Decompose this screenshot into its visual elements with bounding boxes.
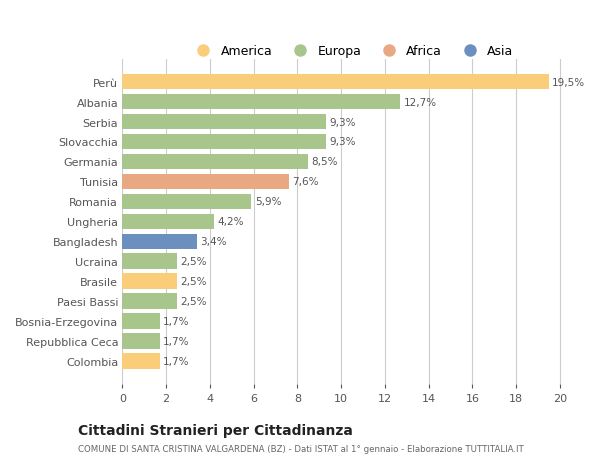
Bar [122,254,177,269]
Text: 8,5%: 8,5% [311,157,338,167]
Bar [122,134,326,150]
Bar [122,154,308,170]
Text: 9,3%: 9,3% [329,118,356,127]
Bar [122,334,160,349]
Text: 4,2%: 4,2% [218,217,244,227]
Text: 3,4%: 3,4% [200,237,227,247]
Text: 2,5%: 2,5% [181,277,207,286]
Text: 7,6%: 7,6% [292,177,319,187]
Text: 1,7%: 1,7% [163,356,190,366]
Bar [122,114,326,130]
Bar [122,75,549,90]
Text: Cittadini Stranieri per Cittadinanza: Cittadini Stranieri per Cittadinanza [78,423,353,437]
Bar [122,194,251,210]
Text: 9,3%: 9,3% [329,137,356,147]
Bar [122,174,289,190]
Bar [122,214,214,230]
Text: 2,5%: 2,5% [181,297,207,307]
Text: 1,7%: 1,7% [163,316,190,326]
Text: 2,5%: 2,5% [181,257,207,267]
Text: 5,9%: 5,9% [255,197,281,207]
Bar [122,294,177,309]
Bar [122,353,160,369]
Bar [122,234,197,250]
Bar [122,274,177,289]
Legend: America, Europa, Africa, Asia: America, Europa, Africa, Asia [186,40,518,63]
Text: 12,7%: 12,7% [403,97,437,107]
Text: 19,5%: 19,5% [552,78,586,87]
Bar [122,313,160,329]
Bar [122,95,400,110]
Text: 1,7%: 1,7% [163,336,190,347]
Text: COMUNE DI SANTA CRISTINA VALGARDENA (BZ) - Dati ISTAT al 1° gennaio - Elaborazio: COMUNE DI SANTA CRISTINA VALGARDENA (BZ)… [78,444,524,453]
